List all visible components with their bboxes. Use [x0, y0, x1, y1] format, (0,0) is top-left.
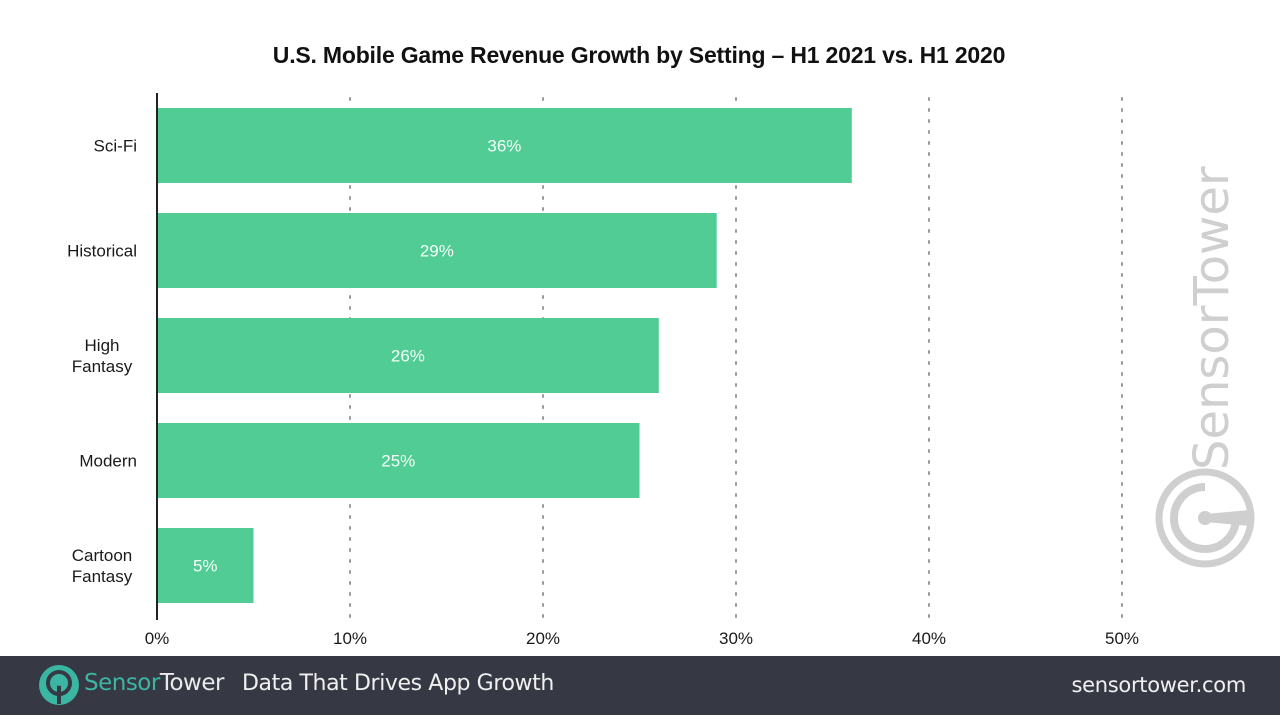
sensortower-watermark: SensorTower — [1155, 166, 1255, 568]
sensortower-logo-icon — [1155, 468, 1255, 568]
category-label: Historical — [67, 242, 137, 261]
chart-title: U.S. Mobile Game Revenue Growth by Setti… — [272, 42, 1006, 68]
bar — [157, 318, 659, 393]
x-tick-label: 20% — [526, 629, 560, 648]
brand-sensor: Sensor — [84, 670, 160, 696]
category-label: Sci-Fi — [94, 137, 137, 156]
brand-tower: Tower — [159, 670, 225, 696]
bar-value-label: 25% — [381, 452, 415, 471]
bar-value-label: 26% — [391, 347, 425, 366]
x-tick-label: 10% — [333, 629, 367, 648]
category-label: High Fantasy — [72, 336, 133, 376]
x-tick-label: 30% — [719, 629, 753, 648]
watermark-text: SensorTower — [1184, 166, 1240, 470]
bar — [157, 528, 254, 603]
bar-value-label: 36% — [487, 137, 521, 156]
gridlines — [349, 97, 1123, 621]
footer-bar: SensorTower Data That Drives App Growth … — [0, 656, 1280, 715]
bars: 36% 29% 26% 25% 5% — [157, 108, 852, 603]
x-tick-label: 0% — [145, 629, 170, 648]
x-tick-label: 40% — [912, 629, 946, 648]
bar-value-label: 29% — [420, 242, 454, 261]
footer-url-link[interactable]: sensortower.com — [1071, 673, 1246, 697]
category-label: Modern — [79, 452, 137, 471]
bar-chart: 36% 29% 26% 25% 5% Sci-Fi Historical High Fanta… — [67, 93, 1139, 648]
footer-tagline: Data That Drives App Growth — [242, 671, 554, 696]
bar-value-label: 5% — [193, 557, 218, 576]
category-label: Cartoon Fantasy — [72, 546, 133, 586]
bar — [157, 213, 717, 288]
bar — [157, 423, 640, 498]
x-tick-labels: 0% 10% 20% 30% 40% 50% — [145, 629, 1139, 648]
sensortower-logo-icon[interactable] — [38, 664, 80, 706]
footer-brand-name[interactable]: SensorTower — [84, 670, 224, 696]
category-labels: Sci-Fi Historical High Fantasy Modern Cartoon… — [67, 137, 137, 587]
x-tick-label: 50% — [1105, 629, 1139, 648]
bar — [157, 108, 852, 183]
